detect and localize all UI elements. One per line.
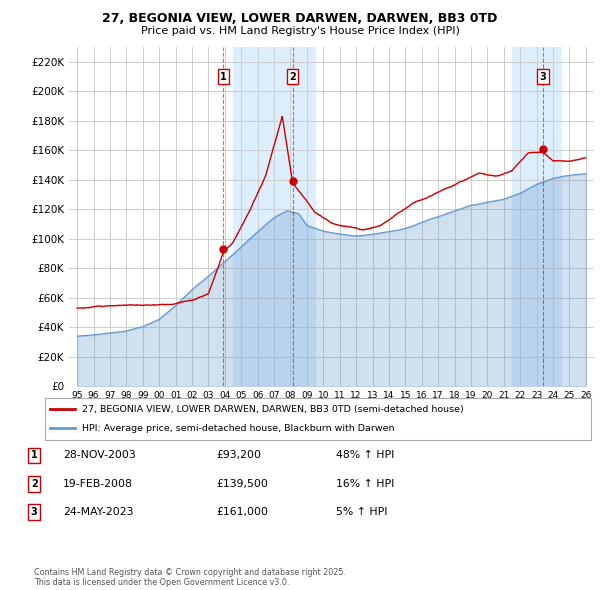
Text: 19-FEB-2008: 19-FEB-2008 [63,479,133,489]
Text: 3: 3 [31,507,38,517]
Text: £139,500: £139,500 [216,479,268,489]
Text: HPI: Average price, semi-detached house, Blackburn with Darwen: HPI: Average price, semi-detached house,… [82,424,395,433]
Text: £161,000: £161,000 [216,507,268,517]
Text: Contains HM Land Registry data © Crown copyright and database right 2025.
This d: Contains HM Land Registry data © Crown c… [34,568,346,587]
Text: 28-NOV-2003: 28-NOV-2003 [63,451,136,460]
Text: 1: 1 [220,72,227,81]
Bar [233,47,315,386]
Text: 5% ↑ HPI: 5% ↑ HPI [336,507,388,517]
Bar [512,47,561,386]
Text: 3: 3 [539,72,547,81]
Text: 16% ↑ HPI: 16% ↑ HPI [336,479,394,489]
Text: 48% ↑ HPI: 48% ↑ HPI [336,451,394,460]
Text: 24-MAY-2023: 24-MAY-2023 [63,507,133,517]
Text: 27, BEGONIA VIEW, LOWER DARWEN, DARWEN, BB3 0TD (semi-detached house): 27, BEGONIA VIEW, LOWER DARWEN, DARWEN, … [82,405,464,414]
Text: £93,200: £93,200 [216,451,261,460]
Text: 2: 2 [31,479,38,489]
Text: 27, BEGONIA VIEW, LOWER DARWEN, DARWEN, BB3 0TD: 27, BEGONIA VIEW, LOWER DARWEN, DARWEN, … [103,12,497,25]
Text: 1: 1 [31,451,38,460]
Text: 2: 2 [289,72,296,81]
Text: Price paid vs. HM Land Registry's House Price Index (HPI): Price paid vs. HM Land Registry's House … [140,26,460,36]
